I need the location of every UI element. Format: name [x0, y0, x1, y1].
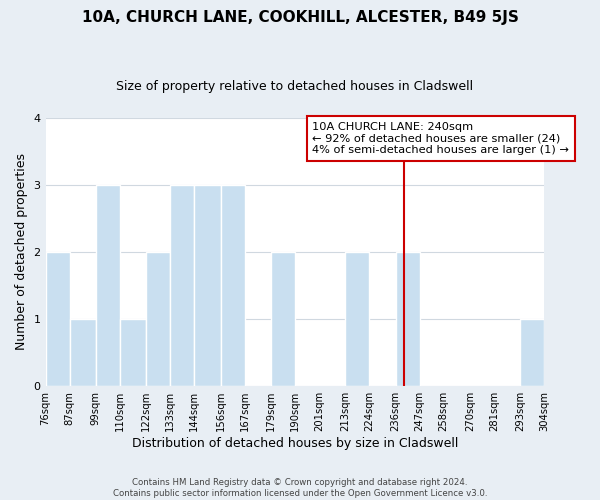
Bar	[520, 319, 544, 386]
Bar	[221, 185, 245, 386]
Bar	[194, 185, 221, 386]
Text: 10A, CHURCH LANE, COOKHILL, ALCESTER, B49 5JS: 10A, CHURCH LANE, COOKHILL, ALCESTER, B4…	[82, 10, 518, 25]
Bar	[120, 319, 146, 386]
Bar	[70, 319, 96, 386]
Bar	[345, 252, 370, 386]
Bar	[146, 252, 170, 386]
Text: 10A CHURCH LANE: 240sqm
← 92% of detached houses are smaller (24)
4% of semi-det: 10A CHURCH LANE: 240sqm ← 92% of detache…	[313, 122, 569, 155]
Bar	[96, 185, 120, 386]
Y-axis label: Number of detached properties: Number of detached properties	[15, 154, 28, 350]
Bar	[170, 185, 194, 386]
X-axis label: Distribution of detached houses by size in Cladswell: Distribution of detached houses by size …	[132, 437, 458, 450]
Bar	[395, 252, 419, 386]
Bar	[271, 252, 295, 386]
Title: Size of property relative to detached houses in Cladswell: Size of property relative to detached ho…	[116, 80, 473, 93]
Text: Contains HM Land Registry data © Crown copyright and database right 2024.
Contai: Contains HM Land Registry data © Crown c…	[113, 478, 487, 498]
Bar	[46, 252, 70, 386]
